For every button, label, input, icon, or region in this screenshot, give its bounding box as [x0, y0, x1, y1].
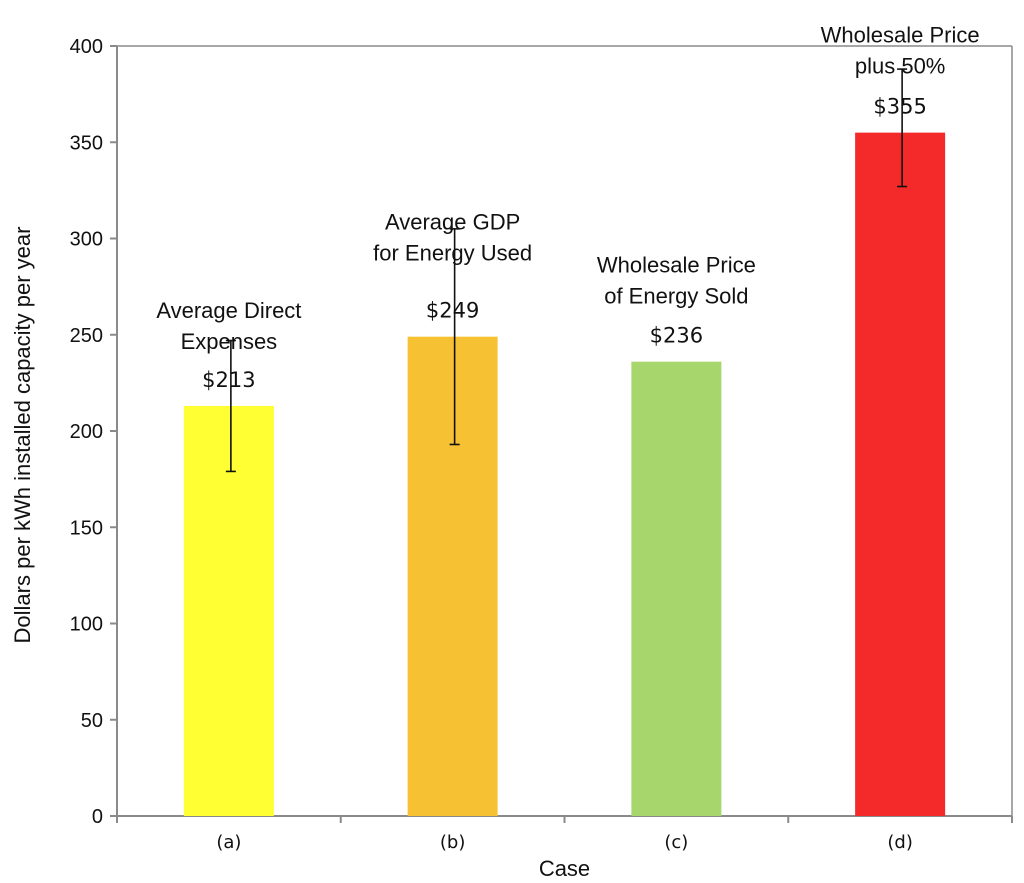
y-tick-label: 150	[70, 517, 103, 539]
bar-c	[631, 361, 722, 816]
x-tick-label: (c)	[664, 832, 688, 853]
y-tick-label: 300	[70, 229, 103, 251]
y-tick-label: 200	[70, 421, 103, 443]
y-axis-title: Dollars per kWh installed capacity per y…	[10, 227, 35, 644]
bar-a	[183, 405, 274, 816]
data-label: $213	[202, 368, 255, 392]
bar-b	[407, 336, 498, 816]
y-tick-label: 250	[70, 325, 103, 347]
bar-d	[855, 132, 946, 816]
bar-annotation: Average GDP	[385, 210, 520, 235]
x-axis-title: Case	[539, 856, 590, 881]
y-tick-label: 400	[70, 36, 103, 58]
bar-annotation: Wholesale Price	[821, 23, 980, 48]
x-tick-label: (a)	[216, 832, 241, 853]
bar-annotation: Expenses	[181, 329, 278, 354]
bar-annotation: Average Direct	[156, 298, 301, 323]
x-tick-label: (d)	[887, 832, 912, 853]
bar-annotation: Wholesale Price	[597, 253, 756, 278]
data-label: $355	[873, 95, 926, 119]
y-tick-label: 100	[70, 614, 103, 636]
bar-annotation: plus 50%	[855, 54, 946, 79]
bar-annotation: of Energy Sold	[604, 284, 748, 309]
x-tick-label: (b)	[440, 832, 465, 853]
data-label: $236	[650, 324, 703, 348]
y-tick-label: 50	[81, 710, 103, 732]
data-label: $249	[426, 299, 479, 323]
y-tick-label: 350	[70, 132, 103, 154]
y-tick-label: 0	[92, 806, 103, 828]
bar-annotation: for Energy Used	[373, 241, 532, 266]
